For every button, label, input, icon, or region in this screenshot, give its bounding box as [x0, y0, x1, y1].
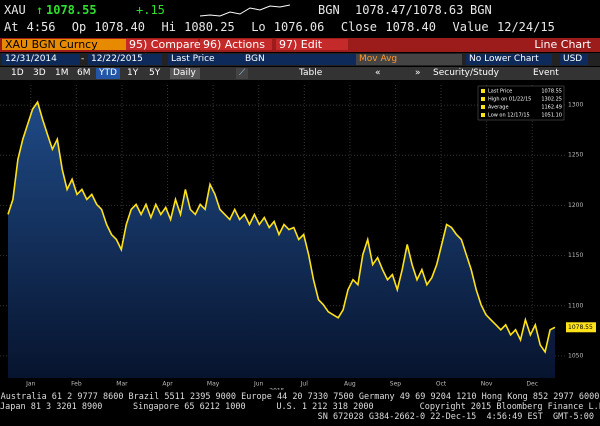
- y-tick-label: 1300: [568, 102, 583, 109]
- toolbar-button[interactable]: 95) Compare: [126, 39, 201, 50]
- legend-value: 1302.25: [541, 97, 562, 103]
- event-button[interactable]: Event: [533, 68, 559, 78]
- security-study-button[interactable]: Security/Study: [433, 68, 499, 78]
- end-date[interactable]: 12/22/2015: [88, 54, 162, 65]
- stat-label: Hi: [161, 20, 176, 34]
- stat-value: 4:56: [26, 20, 56, 34]
- toolbar-button[interactable]: 97) Edit: [276, 39, 348, 50]
- legend-series-name: Last Price: [488, 89, 512, 95]
- toolbar: XAU BGN Curncy 95) Compare 96) Actions 97)…: [0, 38, 600, 52]
- period-button[interactable]: 6M: [77, 68, 91, 78]
- settings-bar: 12/31/2014 - 12/22/2015 Last Price BGN M…: [0, 53, 600, 66]
- change: +.15: [136, 3, 165, 17]
- stat-label: At: [4, 20, 19, 34]
- x-tick-label: Jan: [25, 381, 35, 388]
- price-line: [7, 100, 556, 354]
- y-tick-label: 1100: [568, 302, 583, 309]
- legend-label: High on 01/22/15: [488, 97, 531, 103]
- bid-ask: 1078.47/1078.63: [355, 3, 464, 17]
- period-button[interactable]: 3D: [33, 68, 46, 78]
- ticker: XAU: [4, 3, 26, 17]
- field[interactable]: Last Price: [168, 54, 242, 65]
- frequency[interactable]: Daily: [170, 68, 200, 79]
- x-tick-label: Sep: [390, 381, 402, 388]
- footer-line: SN 672028 G384-2662-0 22-Dec-15 4:56:49 …: [317, 412, 594, 422]
- last-price-label: 1078.55: [568, 324, 593, 331]
- table-button[interactable]: Table: [299, 68, 323, 78]
- y-tick-label: 1250: [568, 152, 583, 159]
- lower-chart[interactable]: No Lower Chart: [466, 54, 552, 65]
- forward-button[interactable]: »: [415, 68, 421, 78]
- legend-value: 1051.10: [541, 113, 562, 119]
- security-field[interactable]: XAU BGN Curncy: [2, 39, 126, 50]
- x-tick-label: Dec: [526, 381, 538, 388]
- legend-label: Low on 12/17/15: [488, 113, 530, 119]
- legend-swatch: [481, 89, 485, 93]
- study[interactable]: Mov Avg: [356, 54, 462, 65]
- legend-swatch: [481, 113, 485, 117]
- y-tick-label: 1150: [568, 252, 583, 259]
- stat-label: Op: [71, 20, 87, 34]
- x-year-label: 2015: [269, 388, 284, 391]
- up-arrow: ↑: [36, 3, 44, 17]
- stat-label: Close: [340, 20, 378, 34]
- x-tick-label: Jul: [300, 381, 309, 388]
- x-tick-label: May: [207, 381, 220, 388]
- period-bar: 1D3D1M6MYTD1Y5YMax Daily ⟋ Table « » Sec…: [0, 67, 600, 80]
- area-fill: [8, 102, 555, 378]
- x-tick-label: Aug: [344, 381, 356, 388]
- source: BGN: [318, 3, 340, 17]
- dash: -: [81, 54, 85, 64]
- x-tick-label: Apr: [162, 381, 173, 388]
- back-button[interactable]: «: [375, 68, 381, 78]
- footer-line: Australia 61 2 9777 8600 Brazil 5511 239…: [0, 392, 600, 402]
- line-tool[interactable]: ⟋: [236, 68, 249, 79]
- currency[interactable]: USD: [560, 54, 588, 65]
- toolbar-button[interactable]: 96) Actions: [200, 39, 272, 50]
- legend-swatch: [481, 97, 485, 101]
- y-tick-label: 1200: [568, 202, 583, 209]
- view-name: Line Chart: [534, 38, 591, 51]
- last-price: 1078.55: [46, 3, 97, 17]
- stat-value: 1076.06: [273, 20, 325, 34]
- stat-value: 1078.40: [385, 20, 436, 34]
- legend-value: 1078.55: [541, 89, 562, 95]
- x-tick-label: Oct: [436, 381, 447, 388]
- period-button[interactable]: 1M: [55, 68, 69, 78]
- period-button[interactable]: YTD: [96, 68, 120, 79]
- y-tick-label: 1050: [568, 352, 583, 359]
- stat-value: 1080.25: [184, 20, 235, 34]
- footer-line: Japan 81 3 3201 8900 Singapore 65 6212 1…: [0, 402, 600, 412]
- stat-value: 1078.40: [94, 20, 145, 34]
- sparkline: [200, 4, 290, 17]
- x-tick-label: Nov: [481, 381, 493, 388]
- legend-box: [477, 85, 565, 121]
- last-price-box: [566, 322, 596, 333]
- chart: Jan Feb Mar Apr May Jun Jul Aug Sep Oct Nov Dec 2015…: [0, 85, 596, 391]
- source-field[interactable]: BGN: [242, 54, 358, 65]
- stat-label: Lo: [251, 20, 266, 34]
- source: BGN: [470, 3, 492, 17]
- legend-label: Average: [488, 105, 509, 111]
- period-button[interactable]: 5Y: [149, 68, 161, 78]
- start-date[interactable]: 12/31/2014: [2, 54, 80, 65]
- x-tick-label: Jun: [253, 381, 264, 388]
- period-button[interactable]: 1D: [11, 68, 24, 78]
- period-button[interactable]: 1Y: [127, 68, 139, 78]
- stat-value: 12/24/15: [497, 20, 555, 34]
- sparkline-path: [200, 4, 290, 17]
- stat-label: Value: [452, 20, 489, 34]
- legend-value: 1162.49: [541, 105, 562, 111]
- x-tick-label: Feb: [71, 381, 82, 388]
- x-tick-label: Mar: [116, 381, 128, 388]
- legend-swatch: [481, 105, 485, 109]
